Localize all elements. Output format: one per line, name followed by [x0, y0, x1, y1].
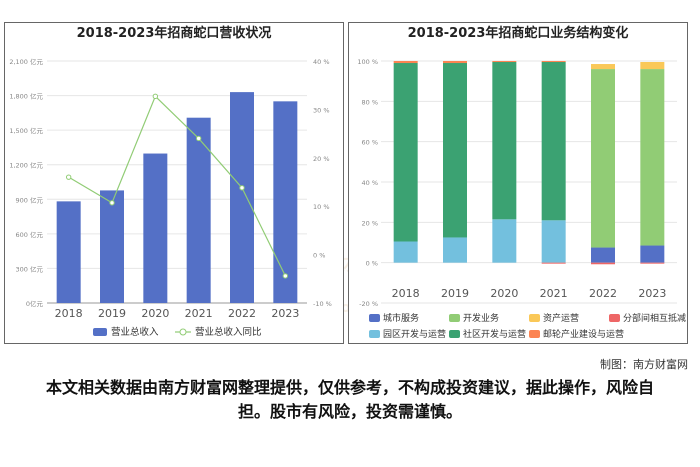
y-tick-label: 1,200 亿元	[9, 161, 43, 170]
legend-label: 资产运营	[543, 312, 579, 324]
x-tick-label: 2018	[392, 287, 420, 300]
legend-swatch	[529, 314, 540, 322]
y2-tick-label: 10 %	[313, 203, 330, 211]
stack-segment	[640, 245, 665, 263]
legend-label: 分部间相互抵减	[623, 312, 686, 324]
credit-text: 制图：南方财富网	[600, 358, 688, 371]
x-tick-label: 2020	[490, 287, 518, 300]
legend-label: 营业总收入	[111, 326, 159, 338]
revenue-bar	[273, 101, 298, 303]
y-tick-label: 80 %	[361, 98, 378, 106]
y-tick-label: 1,500 亿元	[9, 126, 43, 135]
stack-segment	[443, 237, 467, 263]
y-tick-label: 900 亿元	[16, 195, 44, 204]
chart-title: 2018-2023年招商蛇口业务结构变化	[407, 26, 629, 41]
yoy-line	[68, 95, 286, 277]
x-tick-label: 2021	[540, 287, 568, 300]
revenue-bar	[230, 92, 254, 303]
legend-swatch-point	[179, 328, 187, 336]
x-tick-label: 2023	[271, 307, 299, 320]
y-tick-label: 100 %	[357, 58, 378, 66]
yoy-point	[282, 273, 289, 279]
legend-label: 营业总收入同比	[195, 326, 262, 338]
stack-segment	[492, 219, 517, 263]
legend-label: 城市服务	[383, 312, 419, 324]
y-tick-label: -20 %	[359, 300, 378, 308]
stack-segment	[591, 262, 615, 265]
legend-label: 社区开发与运营	[463, 328, 526, 340]
y-tick-label: 0亿元	[26, 299, 44, 308]
y-tick-label: 2,100 亿元	[9, 57, 43, 66]
y-tick-label: 0 %	[366, 260, 378, 268]
stack-segment	[492, 61, 517, 63]
stack-segment	[591, 247, 615, 263]
x-tick-label: 2020	[141, 307, 169, 320]
yoy-point	[195, 135, 202, 142]
y2-tick-label: 0 %	[313, 252, 325, 260]
legend-label: 开发业务	[463, 312, 499, 324]
structure-chart: -20 % 0 % 20 % 40 % 60 % 80 % 100 % 2018 2019 202…	[357, 58, 686, 340]
x-tick-label: 2022	[589, 287, 617, 300]
stack-segment	[443, 61, 467, 64]
revenue-bar	[186, 117, 211, 303]
yoy-point	[152, 93, 159, 100]
stack-segment	[541, 262, 566, 264]
stack-segment	[541, 220, 566, 263]
y-tick-label: 300 亿元	[16, 264, 44, 273]
stack-segment	[640, 62, 665, 70]
x-tick-label: 2021	[185, 307, 213, 320]
structure-chart-panel: 2018-2023年招商蛇口业务结构变化 -20 % 0 % 20 % 40 % 60 …	[348, 22, 688, 344]
legend-label: 邮轮产业建设与运营	[543, 328, 624, 340]
stack-segment	[591, 69, 615, 248]
x-tick-label: 2022	[228, 307, 256, 320]
stack-segment	[591, 64, 615, 70]
x-tick-label: 2019	[441, 287, 469, 300]
x-tick-label: 2018	[55, 307, 83, 320]
y-tick-label: 20 %	[361, 219, 378, 227]
chart-title: 2018-2023年招商蛇口营收状况	[76, 26, 272, 41]
legend-label: 园区开发与运营	[383, 328, 446, 340]
stack-segment	[492, 62, 517, 220]
legend-swatch	[369, 314, 380, 322]
y2-tick-label: 30 %	[313, 106, 330, 114]
legend-swatch	[369, 330, 380, 338]
y-tick-label: 40 %	[361, 179, 378, 187]
stack-segment	[640, 69, 665, 246]
stack-segment	[443, 63, 467, 238]
yoy-point	[239, 185, 245, 191]
legend-swatch	[609, 314, 620, 322]
revenue-bar	[143, 153, 168, 303]
legend-swatch-bar	[93, 328, 107, 336]
x-tick-label: 2023	[638, 287, 666, 300]
legend-swatch	[529, 330, 540, 338]
legend-swatch	[449, 314, 460, 322]
revenue-bar	[56, 201, 81, 303]
yoy-point	[109, 200, 115, 206]
revenue-bar	[100, 190, 124, 303]
stack-segment	[541, 61, 566, 63]
y2-tick-label: 20 %	[313, 155, 330, 163]
revenue-chart: 0亿元 300 亿元 600 亿元 900 亿元 1,200 亿元 1,500 亿元 1,8…	[9, 57, 332, 338]
stack-segment	[393, 241, 418, 263]
stack-segment	[541, 62, 566, 221]
y-tick-label: 600 亿元	[16, 230, 44, 239]
x-tick-label: 2019	[98, 307, 126, 320]
y2-tick-label: -10 %	[313, 300, 332, 308]
y-tick-label: 1,800 亿元	[9, 92, 43, 101]
revenue-chart-panel: 2018-2023年招商蛇口营收状况 0亿元 300 亿元 600 亿元 900 亿元…	[4, 22, 344, 344]
stack-segment	[393, 61, 418, 64]
disclaimer-text: 本文相关数据由南方财富网整理提供，仅供参考，不构成投资建议，据此操作，风险自担。…	[45, 378, 654, 421]
yoy-point	[65, 174, 72, 180]
y-tick-label: 60 %	[361, 139, 378, 147]
stack-segment	[640, 262, 665, 264]
legend-swatch	[449, 330, 460, 338]
stack-segment	[393, 63, 418, 242]
y2-tick-label: 40 %	[313, 58, 330, 66]
